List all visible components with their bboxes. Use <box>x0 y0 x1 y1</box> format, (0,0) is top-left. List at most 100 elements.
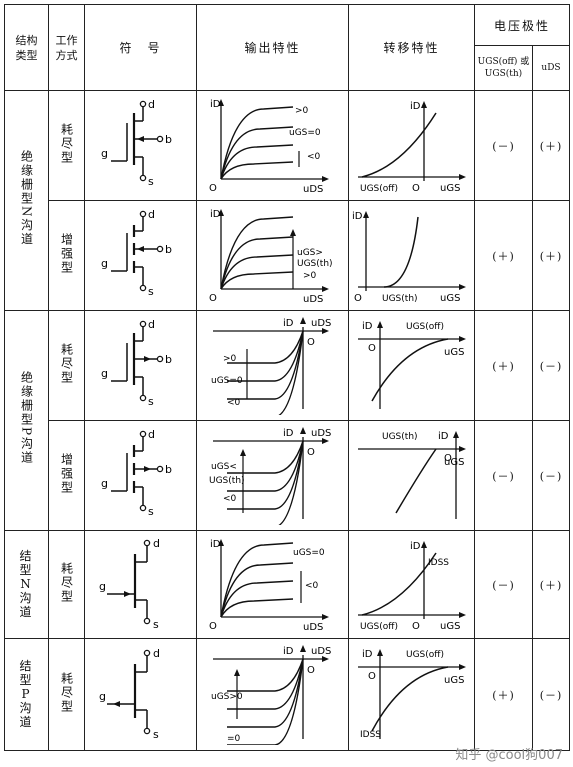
fet-symbol-diagram: d b s g <box>101 428 172 518</box>
work-mode-label: 增强型 <box>59 232 74 275</box>
output-id-label: iD <box>283 428 294 439</box>
ugs-polarity: (＋) <box>474 310 533 421</box>
transfer-y-arrow <box>420 540 427 548</box>
output-curve <box>219 541 293 617</box>
fet-characteristics-table: 结构类型 工作方式 符 号 输出特性 转移特性 电压极性 UGS(off) 或 … <box>4 4 571 751</box>
transfer-id-label: iD <box>410 101 421 112</box>
symbol-cell: d s g <box>84 530 197 639</box>
transfer-curve <box>361 112 437 178</box>
output-curve <box>226 658 304 692</box>
struct-type-label: 结型N沟道 <box>19 549 34 619</box>
source-terminal <box>143 727 150 734</box>
work-mode-label: 耗尽型 <box>59 342 74 385</box>
output-label-1: uGS< <box>211 462 237 472</box>
output-curve <box>219 125 293 179</box>
header-uds-col: uDS <box>531 45 571 91</box>
fet-symbol-diagram: d b s g <box>101 318 172 408</box>
output-uds-label: uDS <box>311 646 331 657</box>
watermark: 知乎 @cool狗007 <box>455 748 563 763</box>
output-characteristic-graph: iD uDS O >0 uGS=0 <0 <box>209 98 329 195</box>
output-x-arrow <box>321 655 329 662</box>
symbol-cell: d b s g <box>84 420 197 531</box>
substrate-terminal <box>156 465 163 472</box>
transfer-origin-label: O <box>368 671 376 682</box>
output-curve <box>219 215 293 289</box>
struct-type-cell: 绝缘栅型P沟道 <box>4 310 49 531</box>
substrate-terminal <box>156 245 163 252</box>
transfer-id-label: iD <box>352 211 363 222</box>
transfer-curve <box>370 337 448 401</box>
transfer-origin-label: O <box>354 293 362 304</box>
drain-label: d <box>148 318 155 331</box>
substrate-terminal <box>156 135 163 142</box>
output-label-3: >0 <box>303 271 317 281</box>
output-curve <box>219 270 293 289</box>
uds-polarity: (－) <box>531 310 571 421</box>
output-curve <box>219 235 293 289</box>
transfer-param-label: UGS(th) <box>382 294 418 304</box>
transfer-characteristic-graph: iD uGS O UGS(off) <box>357 100 466 194</box>
output-y-arrow <box>299 644 306 652</box>
drain-label: d <box>148 428 155 441</box>
output-bracket-arrow <box>233 668 240 676</box>
transfer-x-arrow <box>458 445 466 452</box>
output-id-label: iD <box>283 318 294 329</box>
transfer-y-arrow <box>376 648 383 656</box>
substrate-terminal <box>156 355 163 362</box>
uds-polarity: (＋) <box>531 90 571 201</box>
transfer-param-label: UGS(off) <box>360 184 398 194</box>
transfer-ugs-label: uGS <box>440 621 460 632</box>
output-characteristic-graph: iD uDS O >0 uGS=0 <0 <box>211 316 331 418</box>
output-label-2: UGS(th) <box>297 259 333 269</box>
output-id-label: iD <box>283 646 294 657</box>
output-uds-label: uDS <box>303 294 323 305</box>
drain-terminal <box>139 210 146 217</box>
output-y-arrow <box>217 208 224 216</box>
uds-polarity: (－) <box>531 638 571 751</box>
output-y-arrow <box>217 538 224 546</box>
gate-arrow <box>112 700 120 707</box>
output-curve <box>226 440 304 474</box>
transfer-characteristic-cell: iD uGS O UGS(th) <box>348 200 475 311</box>
struct-type-label: 结型P沟道 <box>19 659 34 729</box>
symbol-cell: d b s g <box>84 310 197 421</box>
transfer-y-arrow <box>362 210 369 218</box>
substrate-arrow <box>143 465 151 472</box>
drain-terminal <box>139 430 146 437</box>
output-id-label: iD <box>210 539 221 550</box>
output-curve <box>219 579 293 617</box>
transfer-idss-label: IDSS <box>428 558 449 568</box>
drain-label: d <box>153 647 160 660</box>
fet-symbol-diagram: d s g <box>99 647 160 741</box>
source-label: s <box>153 728 159 741</box>
transfer-ugs-label: uGS <box>444 457 464 468</box>
substrate-arrow <box>136 135 144 142</box>
source-label: s <box>148 175 154 188</box>
table-row: 绝缘栅型P沟道 耗尽型 d b s g iD uDS O >0 uGS=0 <0 iD uGS O UGS(o… <box>4 310 571 531</box>
output-uds-label: uDS <box>303 622 323 633</box>
output-label-1: uGS=0 <box>293 548 325 558</box>
drain-terminal <box>143 539 150 546</box>
output-origin-label: O <box>307 665 315 676</box>
substrate-label: b <box>165 133 172 146</box>
output-origin-label: O <box>209 183 217 194</box>
drain-label: d <box>148 98 155 111</box>
substrate-arrow <box>136 245 144 252</box>
output-label-1: uGS>0 <box>211 692 243 702</box>
output-id-label: iD <box>210 209 221 220</box>
transfer-y-arrow <box>376 320 383 328</box>
source-terminal <box>139 504 146 511</box>
ugs-polarity: (－) <box>474 530 533 639</box>
output-y-arrow <box>299 426 306 434</box>
transfer-characteristic-graph: iD uGS O UGS(off) IDSS <box>357 540 466 632</box>
transfer-origin-label: O <box>368 343 376 354</box>
output-label-3: <0 <box>227 398 241 408</box>
struct-type-cell: 绝缘栅型N沟道 <box>4 90 49 311</box>
gate-label: g <box>101 257 108 270</box>
output-uds-label: uDS <box>311 318 331 329</box>
output-origin-label: O <box>307 337 315 348</box>
